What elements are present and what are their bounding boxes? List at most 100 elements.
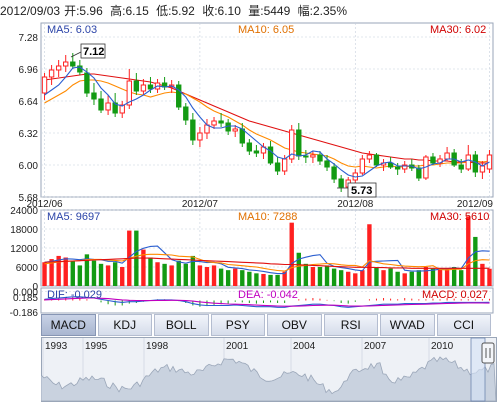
dea-label: DEA: -0.042	[238, 289, 298, 301]
annotation-low: 5.73	[337, 182, 377, 198]
price-y-tick-label: 6.64	[19, 97, 39, 108]
volume-bar-up	[289, 222, 294, 286]
candle-down	[246, 142, 253, 152]
price-ma10-line	[44, 79, 490, 169]
macd-label: MACD: 0.027	[422, 289, 488, 301]
volume-bar-down	[183, 263, 188, 286]
volume-bar-up	[282, 271, 287, 286]
volume-ma-lines	[44, 245, 490, 275]
volume-bar-down	[409, 271, 414, 286]
volume-bar-down	[451, 267, 457, 286]
volume-y-tick-label: 24000	[10, 206, 38, 217]
vol-ma10-label: MA10: 7288	[238, 211, 297, 223]
candle-down	[98, 98, 104, 111]
volume-bar-down	[331, 268, 337, 286]
macd-y-tick-label: -0.186	[10, 308, 39, 319]
volume-bar-down	[459, 270, 464, 286]
volume-bar-down	[388, 268, 393, 286]
volume-bar-up	[437, 268, 443, 286]
ma30-label: MA30: 6.02	[430, 24, 486, 36]
volume-bar-up	[42, 262, 47, 286]
volume-bar-up	[56, 255, 61, 286]
macd-y-tick-label: 0.000	[13, 288, 38, 299]
candle-up	[232, 128, 238, 132]
candle-down	[176, 84, 182, 108]
candle-down	[373, 154, 380, 166]
volume-y-tick-label: 0	[32, 282, 38, 293]
time-navigator[interactable]: 1993 1995 1998 2001 2004 2007 2010	[41, 337, 497, 403]
candle-up	[289, 129, 295, 160]
price-panel: 7.28 6.96 6.64 6.32 6.00 5.68 MA5: 6.03 MA10:…	[19, 22, 494, 210]
price-ma5-line	[44, 66, 490, 178]
volume-bar-down	[268, 274, 273, 286]
volume-y-tick-label: 12000	[10, 244, 38, 255]
price-y-ticks: 7.28 6.96 6.64 6.32 6.00 5.68	[19, 33, 39, 204]
price-y-tick-label: 6.32	[19, 129, 39, 140]
macd-y-tick-label: 0.185	[13, 293, 38, 304]
navigator-handle-box[interactable]	[481, 342, 495, 364]
tab-cci[interactable]: CCI	[436, 314, 491, 336]
candle-down	[416, 167, 422, 179]
candle-down	[70, 61, 76, 67]
candle-up	[211, 120, 217, 126]
volume-bar-down	[317, 267, 323, 286]
volume-y-tick-label: 18000	[10, 225, 38, 236]
volume-bar-down	[91, 260, 97, 286]
volume-bar-down	[296, 252, 301, 286]
volume-bar-up	[197, 265, 203, 286]
candle-down	[133, 80, 140, 92]
price-ma30-line	[44, 73, 490, 164]
navigator-drag-handle[interactable]	[481, 342, 495, 364]
volume-bar-down	[176, 260, 181, 286]
candle-down	[303, 155, 309, 158]
tab-boll[interactable]: BOLL	[154, 314, 209, 336]
vol-ma5-label: MA5: 9697	[47, 211, 100, 223]
price-y-tick-label: 6.00	[19, 161, 39, 172]
ma30-line-group	[44, 73, 490, 164]
volume-bar-up	[261, 273, 266, 286]
volume-bar-up	[487, 268, 492, 286]
volume-bar-down	[190, 255, 196, 286]
tab-obv[interactable]: OBV	[267, 314, 322, 336]
navigator-year-label: 2004	[293, 341, 316, 352]
candle-down	[147, 84, 154, 90]
navigator-year-label: 1993	[45, 341, 68, 352]
price-y-tick-label: 5.68	[19, 193, 39, 204]
tab-macd[interactable]: MACD	[41, 314, 96, 336]
volume-y-ticks: 24000 18000 12000 6000 0	[10, 206, 38, 293]
volume-bar-up	[423, 267, 429, 286]
volume-bar-down	[112, 262, 118, 286]
volume-bar-up	[353, 273, 358, 286]
tab-kdj[interactable]: KDJ	[97, 314, 152, 336]
quote-volume: 量:5449	[248, 4, 291, 18]
volume-bar-down	[303, 263, 309, 286]
candle-down	[183, 106, 189, 121]
candle-down	[112, 102, 118, 114]
candle-down	[91, 92, 97, 100]
volume-ma30-line	[44, 257, 490, 269]
volume-bar-down	[70, 260, 75, 286]
annotation-high: 7.12	[70, 43, 106, 59]
volume-bar-up	[367, 224, 372, 286]
price-x-tick-label: 2012/08	[337, 199, 374, 210]
candle-up	[119, 104, 125, 114]
candle-down	[239, 128, 245, 144]
candle-up	[105, 102, 111, 111]
macd-frame	[40, 287, 494, 314]
candle-up	[444, 152, 450, 160]
volume-bar-down	[374, 267, 379, 286]
volume-bar-down	[218, 268, 224, 286]
candle-up	[197, 132, 203, 141]
ma5-line-group	[44, 66, 490, 178]
candle-up	[465, 154, 471, 170]
macd-dif-line	[44, 296, 490, 308]
ma5-label: MA5: 6.03	[47, 24, 97, 36]
price-x-tick-label: 2012/09	[457, 199, 494, 210]
candle-down	[338, 178, 344, 188]
tab-psy[interactable]: PSY	[210, 314, 265, 336]
tab-rsi[interactable]: RSI	[323, 314, 378, 336]
tab-wvad[interactable]: WVAD	[380, 314, 435, 336]
volume-bar-down	[84, 254, 90, 286]
